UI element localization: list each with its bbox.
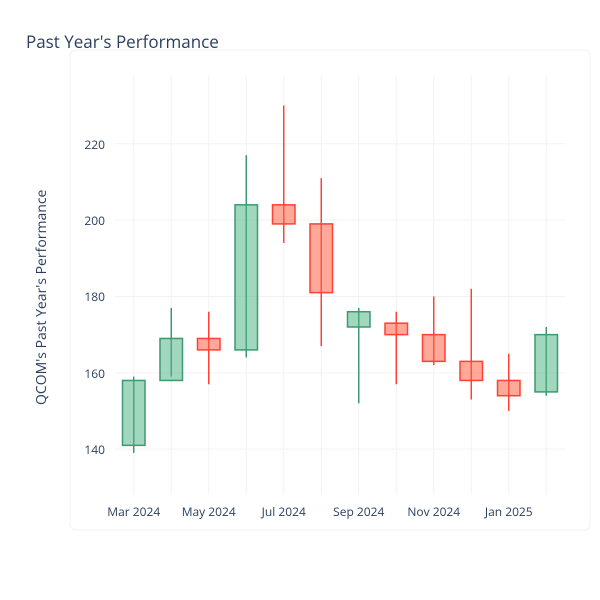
x-tick-label: Sep 2024 [319, 503, 399, 520]
x-tick-label: Mar 2024 [94, 503, 174, 520]
y-tick-label: 140 [0, 441, 105, 458]
y-tick-label: 200 [0, 212, 105, 229]
x-tick-label: May 2024 [169, 503, 249, 520]
y-tick-label: 180 [0, 288, 105, 305]
y-tick-label: 160 [0, 365, 105, 382]
x-tick-label: Jan 2025 [469, 503, 549, 520]
candlestick-chart: Past Year's Performance QCOM's Past Year… [0, 0, 600, 600]
y-tick-label: 220 [0, 136, 105, 153]
x-tick-label: Jul 2024 [244, 503, 324, 520]
x-tick-label: Nov 2024 [394, 503, 474, 520]
